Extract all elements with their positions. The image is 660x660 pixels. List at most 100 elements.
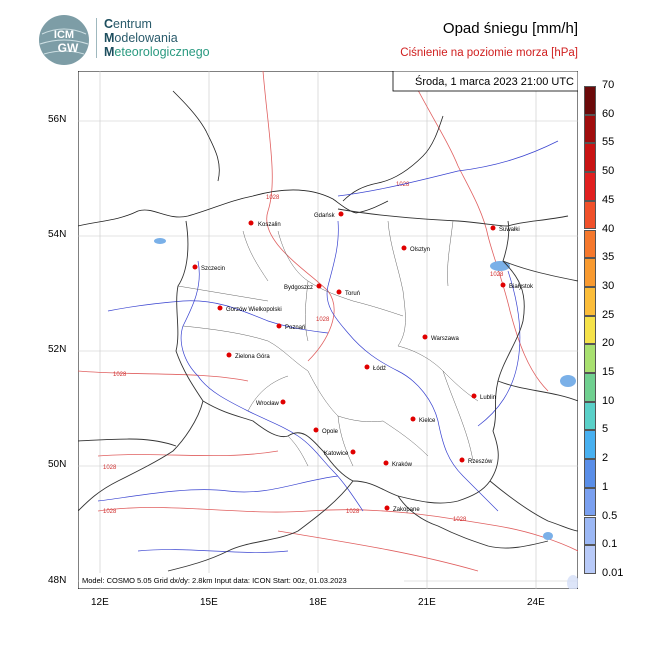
color-scale-label: 55 bbox=[602, 136, 615, 149]
city-kielce: Kielce bbox=[410, 416, 436, 424]
city-label: Koszalin bbox=[258, 222, 281, 228]
lat-label-56n: 56N bbox=[48, 114, 67, 125]
city-lodz: Łódź bbox=[364, 364, 386, 372]
city-label: Białystok bbox=[509, 284, 534, 290]
city-suwalki: Suwałki bbox=[490, 225, 520, 233]
color-scale-bin bbox=[584, 401, 596, 431]
lat-label-52n: 52N bbox=[48, 344, 67, 355]
color-scale-bin bbox=[584, 286, 596, 316]
city-label: Szczecin bbox=[201, 266, 225, 272]
city-wroclaw: Wrocław bbox=[256, 399, 286, 407]
city-label: Łódź bbox=[373, 366, 386, 372]
isobar-label: 1028 bbox=[316, 317, 330, 323]
isobar-label: 1028 bbox=[103, 509, 117, 515]
city-label: Olsztyn bbox=[410, 247, 430, 253]
color-scale-label: 2 bbox=[602, 452, 609, 465]
org-text-2: odelowania bbox=[114, 31, 178, 45]
map-frame bbox=[77, 70, 579, 590]
city-label: Katowice bbox=[324, 451, 349, 457]
color-scale-bin bbox=[584, 200, 596, 230]
color-scale-bin bbox=[584, 315, 596, 345]
color-scale-label: 0.01 bbox=[602, 566, 624, 579]
color-scale-bin bbox=[584, 172, 596, 201]
color-scale-bin bbox=[584, 487, 596, 517]
lat-label-54n: 54N bbox=[48, 229, 67, 240]
logo-divider bbox=[96, 18, 97, 58]
city-label: Zielona Góra bbox=[235, 354, 270, 360]
city-label: Toruń bbox=[345, 291, 360, 297]
model-info: Model: COSMO 5.05 Grid dx/dy: 2.8km Inpu… bbox=[82, 576, 347, 585]
isobar-label: 1028 bbox=[396, 182, 410, 188]
color-scale-bin bbox=[584, 545, 596, 574]
forecast-map: 1028 1028 1028 1028 1028 1028 1028 1028 … bbox=[77, 70, 579, 594]
logo-text-top: ICM bbox=[54, 29, 74, 41]
isobar-label: 1028 bbox=[490, 272, 504, 278]
city-label: Warszawa bbox=[431, 336, 459, 342]
city-label: Kielce bbox=[419, 418, 436, 424]
map-subtitle: Ciśnienie na poziomie morza [hPa] bbox=[400, 47, 578, 59]
isobars bbox=[78, 71, 578, 572]
isobar-label: 1028 bbox=[453, 517, 467, 523]
country-borders bbox=[78, 208, 578, 572]
city-label: Wrocław bbox=[256, 401, 280, 407]
city-label: Gorzów Wielkopolski bbox=[226, 307, 282, 313]
isobar-label: 1028 bbox=[113, 372, 127, 378]
city-rzeszow: Rzeszów bbox=[459, 457, 493, 465]
city-label: Poznań bbox=[285, 325, 305, 331]
map-title: Opad śniegu [mm/h] bbox=[442, 20, 578, 37]
lon-label-15e: 15E bbox=[200, 597, 218, 608]
isobar-labels: 1028 1028 1028 1028 1028 1028 1028 1028 … bbox=[103, 182, 504, 523]
city-label: Lublin bbox=[480, 395, 496, 401]
city-szczecin: Szczecin bbox=[192, 264, 225, 272]
lon-label-18e: 18E bbox=[309, 597, 327, 608]
color-scale-label: 30 bbox=[602, 279, 615, 292]
timestamp: Środa, 1 marca 2023 21:00 UTC bbox=[415, 75, 574, 88]
city-zielona-gora: Zielona Góra bbox=[226, 352, 270, 360]
city-koszalin: Koszalin bbox=[248, 220, 281, 228]
city-katowice: Katowice bbox=[324, 449, 356, 457]
lat-label-48n: 48N bbox=[48, 575, 67, 586]
color-scale-bin bbox=[584, 430, 596, 460]
city-gorzow-wielkopolski: Gorzów Wielkopolski bbox=[217, 305, 282, 313]
color-scale-label: 35 bbox=[602, 251, 615, 264]
color-scale-bin bbox=[584, 516, 596, 546]
lat-label-50n: 50N bbox=[48, 459, 67, 470]
city-lublin: Lublin bbox=[471, 393, 496, 401]
snowfall-areas bbox=[567, 575, 578, 589]
city-bydgoszcz: Bydgoszcz bbox=[284, 283, 322, 291]
color-scale-label: 15 bbox=[602, 366, 615, 378]
icm-logo: ICM GW bbox=[38, 14, 90, 66]
city-olsztyn: Olsztyn bbox=[401, 245, 430, 253]
org-text-3: eteorologicznego bbox=[114, 45, 210, 59]
city-label: Kraków bbox=[392, 462, 413, 468]
isobar-label: 1028 bbox=[103, 465, 117, 471]
color-scale-bin bbox=[584, 229, 596, 259]
color-scale-bin bbox=[584, 344, 596, 373]
organization-name: Centrum Modelowania Meteorologicznego bbox=[104, 17, 210, 59]
city-label: Suwałki bbox=[499, 227, 520, 233]
model-info-box bbox=[79, 573, 404, 587]
org-cap-1: C bbox=[104, 17, 114, 31]
org-cap-2: M bbox=[104, 31, 115, 45]
color-scale-bin bbox=[584, 459, 596, 488]
city-torun: Toruń bbox=[336, 289, 360, 297]
color-scale-bin bbox=[584, 86, 596, 115]
lon-label-21e: 21E bbox=[418, 597, 436, 608]
city-label: Zakopane bbox=[393, 507, 420, 513]
color-scale-label: 60 bbox=[602, 107, 615, 120]
color-scale-label: 40 bbox=[602, 222, 615, 235]
city-bialystok: Białystok bbox=[500, 282, 534, 290]
color-scale-label: 20 bbox=[602, 337, 615, 350]
color-scale-label: 0.5 bbox=[602, 509, 618, 522]
color-scale-label: 45 bbox=[602, 193, 615, 206]
city-opole: Opole bbox=[313, 427, 339, 435]
color-scale-label: 0.1 bbox=[602, 538, 618, 551]
city-krakow: Kraków bbox=[383, 460, 413, 468]
logo-text-bottom: GW bbox=[58, 41, 79, 55]
lon-label-12e: 12E bbox=[91, 597, 109, 608]
city-label: Gdańsk bbox=[314, 213, 336, 219]
org-cap-3: M bbox=[104, 45, 115, 59]
isobar-label: 1028 bbox=[346, 509, 360, 515]
color-scale-bin bbox=[584, 114, 596, 144]
city-markers: Gdańsk Koszalin Suwałki Olsztyn Szczecin… bbox=[192, 211, 534, 513]
